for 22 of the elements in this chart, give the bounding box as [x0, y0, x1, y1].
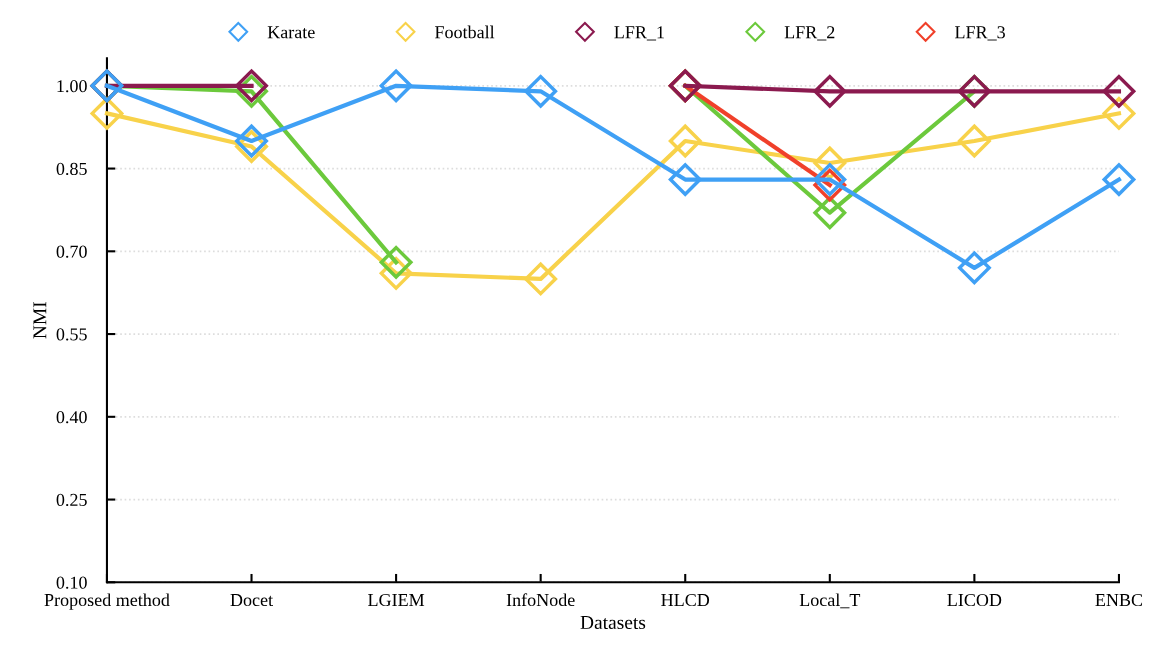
x-tick-label: Local_T — [799, 593, 861, 609]
x-axis-title: Datasets — [580, 616, 646, 630]
legend-label: LFR_1 — [614, 26, 664, 41]
y-tick-label: 0.55 — [56, 328, 87, 341]
x-tick-label: Docet — [230, 594, 273, 607]
x-tick-label: Proposed method — [44, 593, 170, 610]
x-tick-label: HLCD — [661, 593, 710, 607]
y-tick-label: 0.10 — [56, 576, 87, 589]
x-tick-label: LICOD — [947, 593, 1002, 607]
y-tick-label: 0.40 — [56, 411, 87, 424]
legend-label: LFR_3 — [955, 26, 1005, 41]
legend-label: Football — [434, 25, 495, 39]
legend-label: LFR_2 — [784, 26, 835, 41]
legend-label: Karate — [267, 26, 315, 39]
x-tick-label: InfoNode — [506, 593, 575, 607]
y-tick-label: 0.85 — [56, 162, 87, 176]
y-axis-title: NMI — [33, 302, 47, 339]
x-tick-label: LGIEM — [368, 593, 425, 607]
y-tick-label: 0.25 — [56, 493, 87, 507]
x-tick-label: ENBC — [1095, 593, 1143, 607]
y-tick-label: 1.00 — [57, 80, 87, 93]
y-tick-label: 0.70 — [56, 245, 87, 258]
